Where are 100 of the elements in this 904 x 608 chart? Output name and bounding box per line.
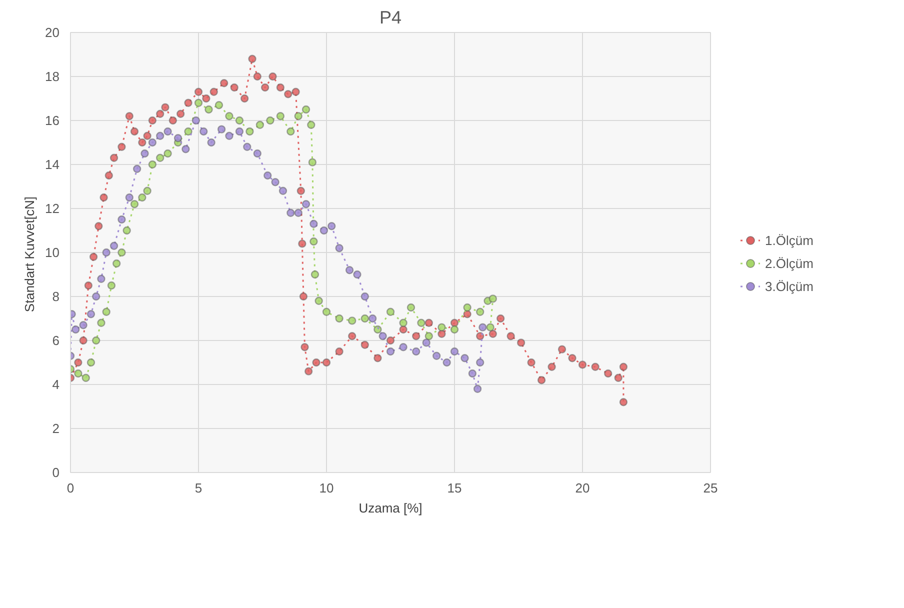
point bbox=[125, 193, 134, 202]
point bbox=[345, 266, 354, 274]
point bbox=[386, 308, 395, 316]
point bbox=[156, 154, 164, 162]
y-axis-title: Standart Kuvvet[cN] bbox=[22, 196, 38, 312]
y-tick-label: 18 bbox=[45, 69, 60, 84]
x-tick-label: 5 bbox=[194, 480, 202, 496]
point bbox=[143, 186, 152, 195]
point bbox=[322, 308, 331, 316]
point bbox=[102, 248, 110, 257]
point bbox=[438, 323, 446, 332]
point bbox=[399, 318, 408, 327]
point bbox=[328, 222, 336, 230]
point bbox=[174, 134, 182, 142]
legend-label: 1.Ölçüm bbox=[765, 232, 814, 248]
point bbox=[164, 149, 172, 158]
point bbox=[417, 318, 426, 327]
point bbox=[412, 347, 420, 356]
point bbox=[97, 274, 106, 283]
chart-title: P4 bbox=[379, 8, 402, 28]
y-tick-label: 6 bbox=[52, 333, 60, 348]
point bbox=[264, 171, 272, 180]
x-tick-label: 25 bbox=[703, 480, 718, 496]
y-tick-label: 10 bbox=[45, 245, 60, 260]
point bbox=[310, 270, 320, 279]
point bbox=[118, 215, 126, 224]
point bbox=[463, 303, 472, 312]
point bbox=[184, 127, 192, 136]
point bbox=[308, 158, 317, 166]
point bbox=[276, 112, 285, 120]
point bbox=[360, 292, 369, 301]
point bbox=[79, 321, 88, 330]
point bbox=[302, 200, 310, 208]
point bbox=[194, 98, 203, 107]
y-tick-label: 16 bbox=[45, 113, 60, 128]
point bbox=[294, 208, 302, 217]
point bbox=[118, 248, 126, 257]
point bbox=[450, 325, 459, 334]
point bbox=[320, 226, 328, 235]
point bbox=[110, 242, 118, 250]
y-tick-label: 4 bbox=[52, 377, 60, 392]
point bbox=[378, 332, 387, 340]
point bbox=[271, 178, 280, 186]
point bbox=[432, 352, 441, 360]
point bbox=[374, 325, 382, 334]
y-tick-label: 12 bbox=[45, 201, 60, 216]
point bbox=[214, 101, 224, 110]
x-tick-label: 10 bbox=[319, 480, 334, 496]
point bbox=[156, 132, 164, 140]
point bbox=[92, 336, 100, 345]
point bbox=[192, 116, 200, 125]
point bbox=[302, 105, 310, 114]
point bbox=[286, 127, 295, 136]
point bbox=[82, 374, 90, 382]
y-tick-label: 20 bbox=[45, 25, 60, 40]
point bbox=[310, 220, 318, 228]
point bbox=[399, 343, 408, 352]
point bbox=[92, 292, 100, 301]
point bbox=[294, 112, 302, 120]
point bbox=[102, 308, 110, 316]
point bbox=[335, 244, 344, 252]
point bbox=[368, 314, 377, 323]
point bbox=[235, 127, 244, 136]
point bbox=[182, 145, 190, 154]
point bbox=[460, 354, 469, 362]
legend-label: 3.Ölçüm bbox=[765, 278, 814, 294]
point bbox=[310, 237, 318, 246]
point bbox=[307, 120, 316, 129]
point bbox=[486, 323, 494, 332]
point bbox=[476, 308, 484, 316]
point bbox=[488, 294, 497, 303]
point bbox=[72, 325, 80, 334]
point bbox=[138, 193, 146, 202]
x-axis-title: Uzama [%] bbox=[358, 500, 422, 516]
point bbox=[204, 105, 213, 114]
point bbox=[225, 112, 234, 120]
point bbox=[353, 270, 362, 279]
point bbox=[225, 132, 234, 140]
point bbox=[130, 200, 139, 208]
point bbox=[132, 164, 142, 173]
x-tick-label: 20 bbox=[575, 480, 590, 496]
y-tick-label: 2 bbox=[52, 421, 60, 436]
point bbox=[473, 384, 482, 393]
point bbox=[278, 186, 288, 195]
point bbox=[200, 127, 208, 136]
point bbox=[140, 149, 149, 158]
point bbox=[286, 208, 295, 217]
legend-label: 2.Ölçüm bbox=[765, 256, 814, 270]
point bbox=[360, 314, 369, 323]
point bbox=[256, 120, 264, 129]
point bbox=[217, 125, 226, 134]
point bbox=[97, 318, 106, 327]
point bbox=[386, 347, 395, 356]
point bbox=[422, 338, 430, 347]
point bbox=[122, 226, 131, 235]
point bbox=[314, 296, 323, 305]
point bbox=[164, 127, 172, 136]
point bbox=[406, 303, 416, 312]
point bbox=[246, 127, 254, 136]
point bbox=[476, 358, 484, 367]
